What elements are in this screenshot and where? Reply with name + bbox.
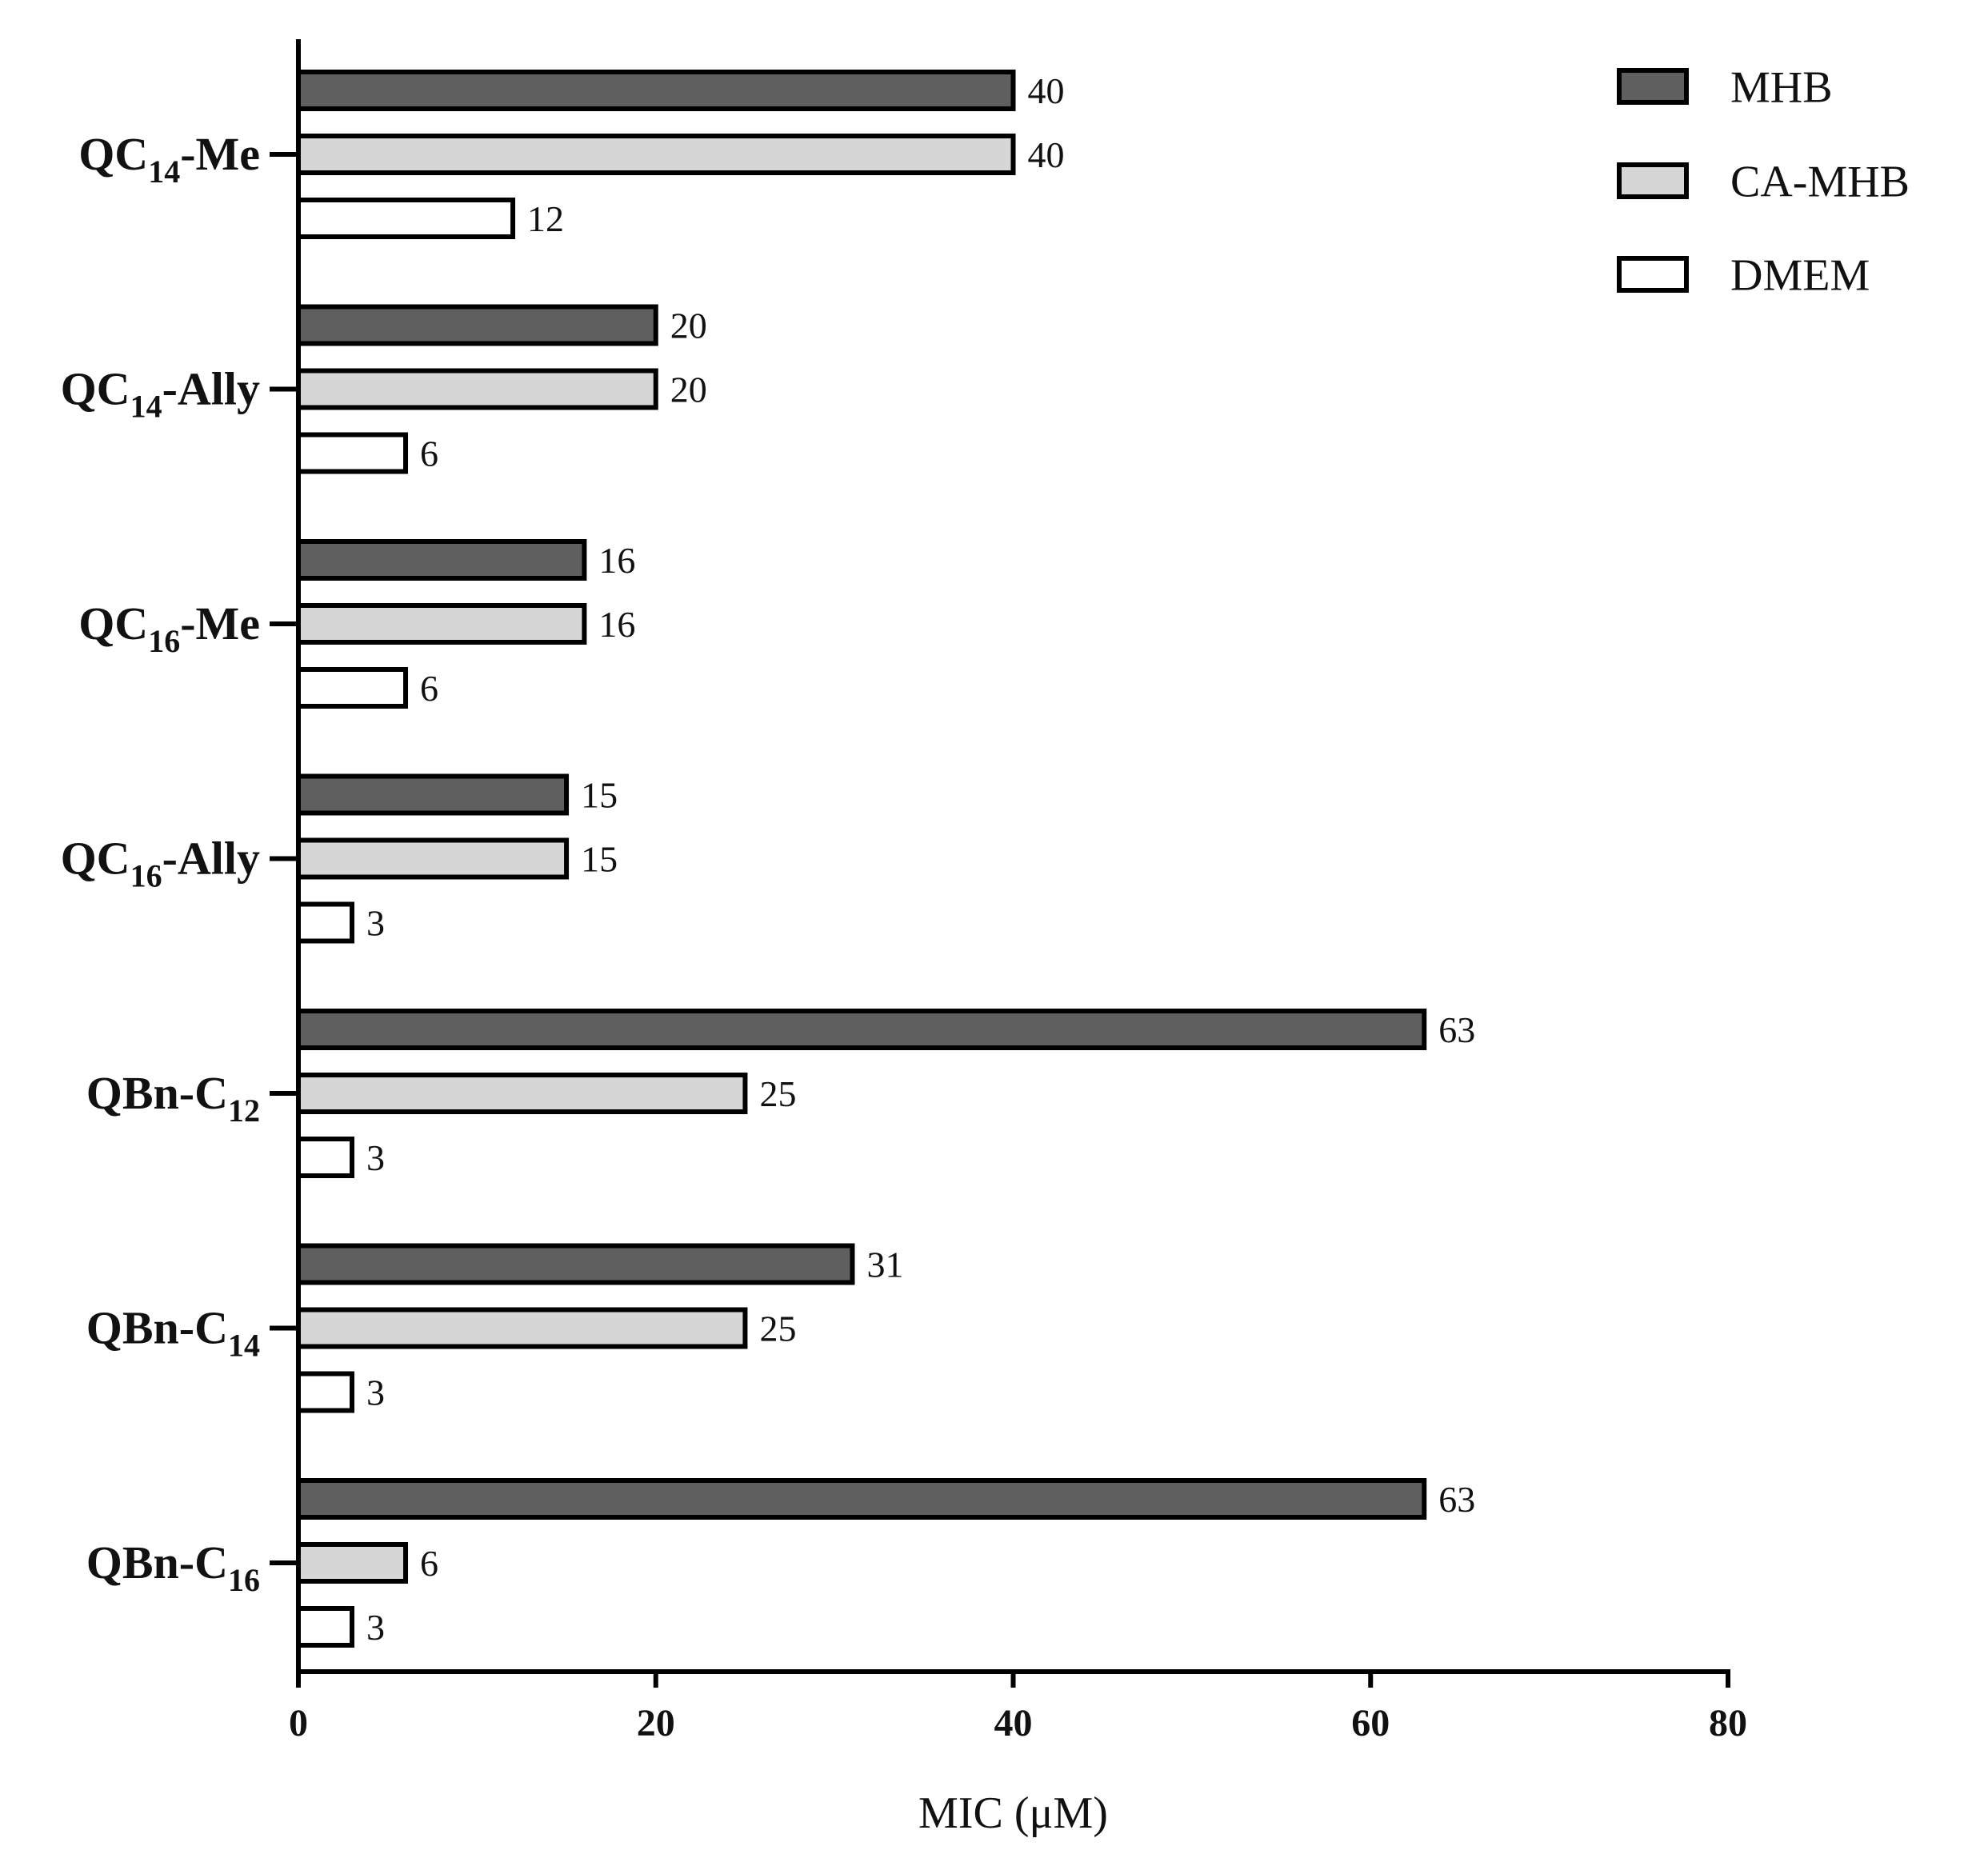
data-label-mhb-1: 20 (670, 306, 707, 346)
category-label-1: QC14-Ally (61, 363, 260, 425)
category-label-3: QC16-Ally (61, 833, 260, 894)
x-tick-label-0: 0 (289, 1702, 308, 1744)
data-label-ca-mhb-3: 15 (581, 839, 618, 880)
data-label-ca-mhb-2: 16 (598, 604, 635, 645)
x-axis-title: MIC (μM) (918, 1788, 1108, 1838)
bar-mhb-5 (296, 1243, 855, 1285)
bar-dmem-6 (296, 1606, 355, 1648)
data-label-dmem-4: 3 (366, 1137, 385, 1178)
data-label-mhb-2: 16 (598, 540, 635, 581)
data-label-ca-mhb-4: 25 (759, 1073, 796, 1114)
category-label-2: QC16-Me (78, 597, 260, 659)
data-label-dmem-6: 3 (366, 1607, 385, 1648)
legend-label-ca-mhb: CA-MHB (1730, 158, 1910, 207)
data-label-dmem-1: 6 (420, 434, 438, 474)
legend-swatch-ca-mhb (1617, 162, 1689, 199)
legend-swatch-dmem (1617, 256, 1689, 293)
category-label-4: QBn-C12 (86, 1067, 260, 1129)
bar-ca-mhb-4 (296, 1073, 748, 1114)
data-label-mhb-0: 40 (1028, 70, 1065, 111)
x-tick-label-80: 80 (1709, 1702, 1747, 1744)
bar-ca-mhb-1 (296, 368, 658, 410)
data-label-ca-mhb-1: 20 (670, 370, 707, 410)
x-tick-label-20: 20 (637, 1702, 675, 1744)
bar-mhb-1 (296, 304, 658, 346)
bar-dmem-5 (296, 1371, 355, 1413)
bar-mhb-3 (296, 773, 570, 816)
bar-ca-mhb-5 (296, 1307, 748, 1349)
data-label-mhb-6: 63 (1438, 1479, 1475, 1520)
bar-dmem-2 (296, 667, 409, 709)
bar-ca-mhb-3 (296, 837, 570, 880)
bar-mhb-4 (296, 1009, 1427, 1050)
data-label-mhb-5: 31 (866, 1245, 903, 1285)
bar-mhb-6 (296, 1478, 1427, 1520)
category-label-6: QBn-C16 (86, 1536, 260, 1598)
data-label-dmem-3: 3 (366, 903, 385, 944)
x-tick-label-40: 40 (994, 1702, 1033, 1744)
category-label-5: QBn-C14 (86, 1302, 260, 1364)
legend-label-mhb: MHB (1730, 63, 1833, 113)
legend-label-dmem: DMEM (1730, 251, 1870, 301)
bar-mhb-0 (296, 70, 1016, 111)
data-label-ca-mhb-5: 25 (759, 1309, 796, 1349)
bar-dmem-3 (296, 901, 355, 944)
x-tick-label-60: 60 (1351, 1702, 1390, 1744)
bar-ca-mhb-2 (296, 603, 587, 645)
category-label-0: QC14-Me (78, 128, 260, 190)
bar-dmem-4 (296, 1137, 355, 1178)
data-label-ca-mhb-6: 6 (420, 1543, 438, 1584)
bar-ca-mhb-0 (296, 134, 1016, 175)
data-label-dmem-5: 3 (366, 1373, 385, 1413)
data-label-ca-mhb-0: 40 (1028, 134, 1065, 175)
data-label-dmem-0: 12 (527, 198, 564, 239)
bar-dmem-1 (296, 432, 409, 474)
data-label-mhb-4: 63 (1438, 1009, 1475, 1050)
bar-ca-mhb-6 (296, 1542, 409, 1584)
legend-swatch-mhb (1617, 68, 1689, 105)
bar-mhb-2 (296, 539, 587, 581)
bar-dmem-0 (296, 198, 516, 239)
data-label-dmem-2: 6 (420, 668, 438, 709)
data-label-mhb-3: 15 (581, 775, 618, 816)
